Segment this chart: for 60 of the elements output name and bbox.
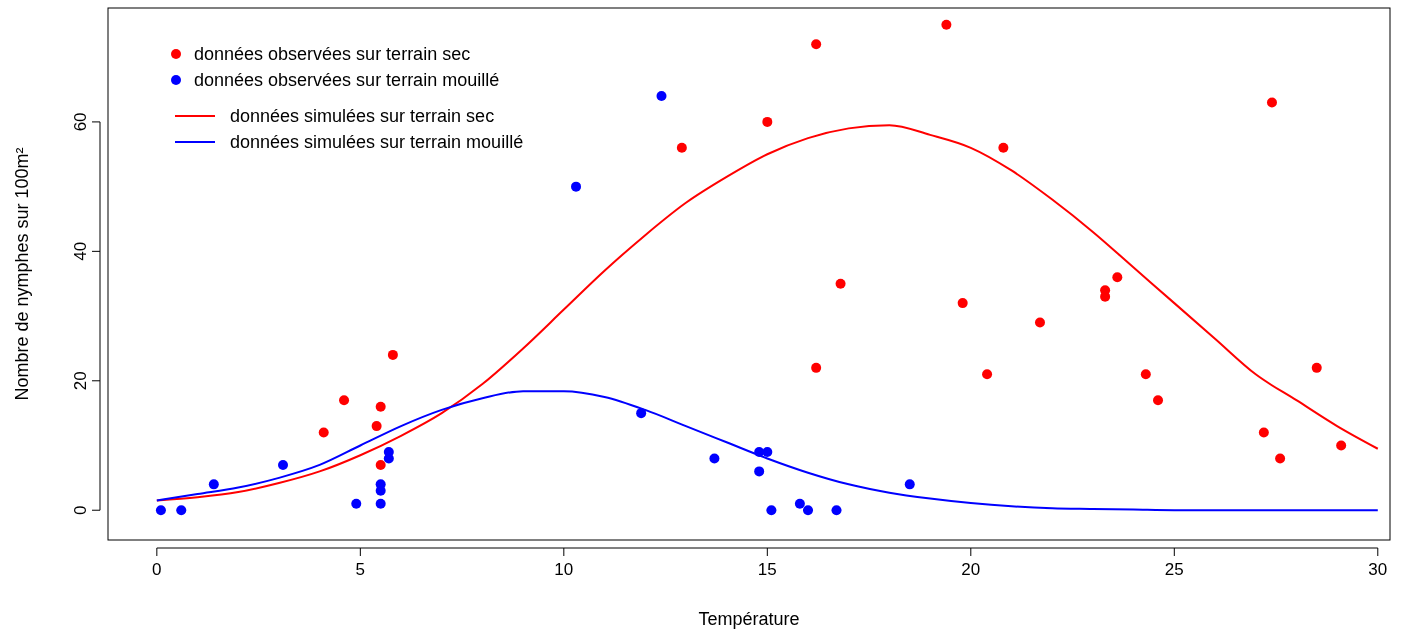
legend-label: données simulées sur terrain sec <box>230 106 495 126</box>
point <box>766 505 777 516</box>
point <box>383 446 394 457</box>
point <box>1140 369 1151 380</box>
point <box>794 498 805 509</box>
point <box>636 408 647 419</box>
point <box>762 116 773 127</box>
point <box>904 479 915 490</box>
x-tick-label: 0 <box>152 560 162 579</box>
point <box>208 479 219 490</box>
y-tick-label: 0 <box>71 505 90 515</box>
point <box>982 369 993 380</box>
legend-label: données observées sur terrain mouillé <box>194 70 500 90</box>
x-tick-label: 20 <box>961 560 981 579</box>
point <box>831 505 842 516</box>
point <box>1275 453 1286 464</box>
point <box>835 278 846 289</box>
point <box>318 427 329 438</box>
x-tick-label: 5 <box>355 560 366 579</box>
point <box>571 181 582 192</box>
point <box>709 453 720 464</box>
point <box>1258 427 1269 438</box>
legend-label: données simulées sur terrain mouillé <box>230 132 524 152</box>
point <box>1311 362 1322 373</box>
point <box>387 349 398 360</box>
x-tick-label: 10 <box>554 560 574 579</box>
point <box>339 395 350 406</box>
point <box>803 505 814 516</box>
point <box>375 498 386 509</box>
x-tick-label: 25 <box>1164 560 1184 579</box>
point <box>941 19 952 30</box>
point <box>1034 317 1045 328</box>
point <box>1266 97 1277 108</box>
point <box>176 505 187 516</box>
y-tick-label: 60 <box>71 112 90 132</box>
point <box>375 459 386 470</box>
point <box>375 401 386 412</box>
point <box>754 466 765 477</box>
point <box>957 298 968 309</box>
y-axis-title: Nombre de nymphes sur 100m² <box>12 147 32 401</box>
point <box>1112 272 1123 283</box>
y-tick-label: 20 <box>71 371 90 391</box>
point <box>811 362 822 373</box>
point <box>155 505 166 516</box>
point <box>656 91 667 102</box>
point <box>762 446 773 457</box>
point <box>1336 440 1347 451</box>
point <box>676 142 687 153</box>
x-tick-label: 15 <box>757 560 777 579</box>
legend-label: données observées sur terrain sec <box>194 44 471 64</box>
x-axis-title: Température <box>698 609 800 629</box>
point <box>1153 395 1164 406</box>
x-tick-label: 30 <box>1368 560 1388 579</box>
point <box>351 498 362 509</box>
line-series <box>155 390 1379 512</box>
y-tick-label: 40 <box>71 241 90 261</box>
point <box>371 421 382 432</box>
point <box>998 142 1009 153</box>
point <box>278 459 288 470</box>
point <box>811 39 822 50</box>
